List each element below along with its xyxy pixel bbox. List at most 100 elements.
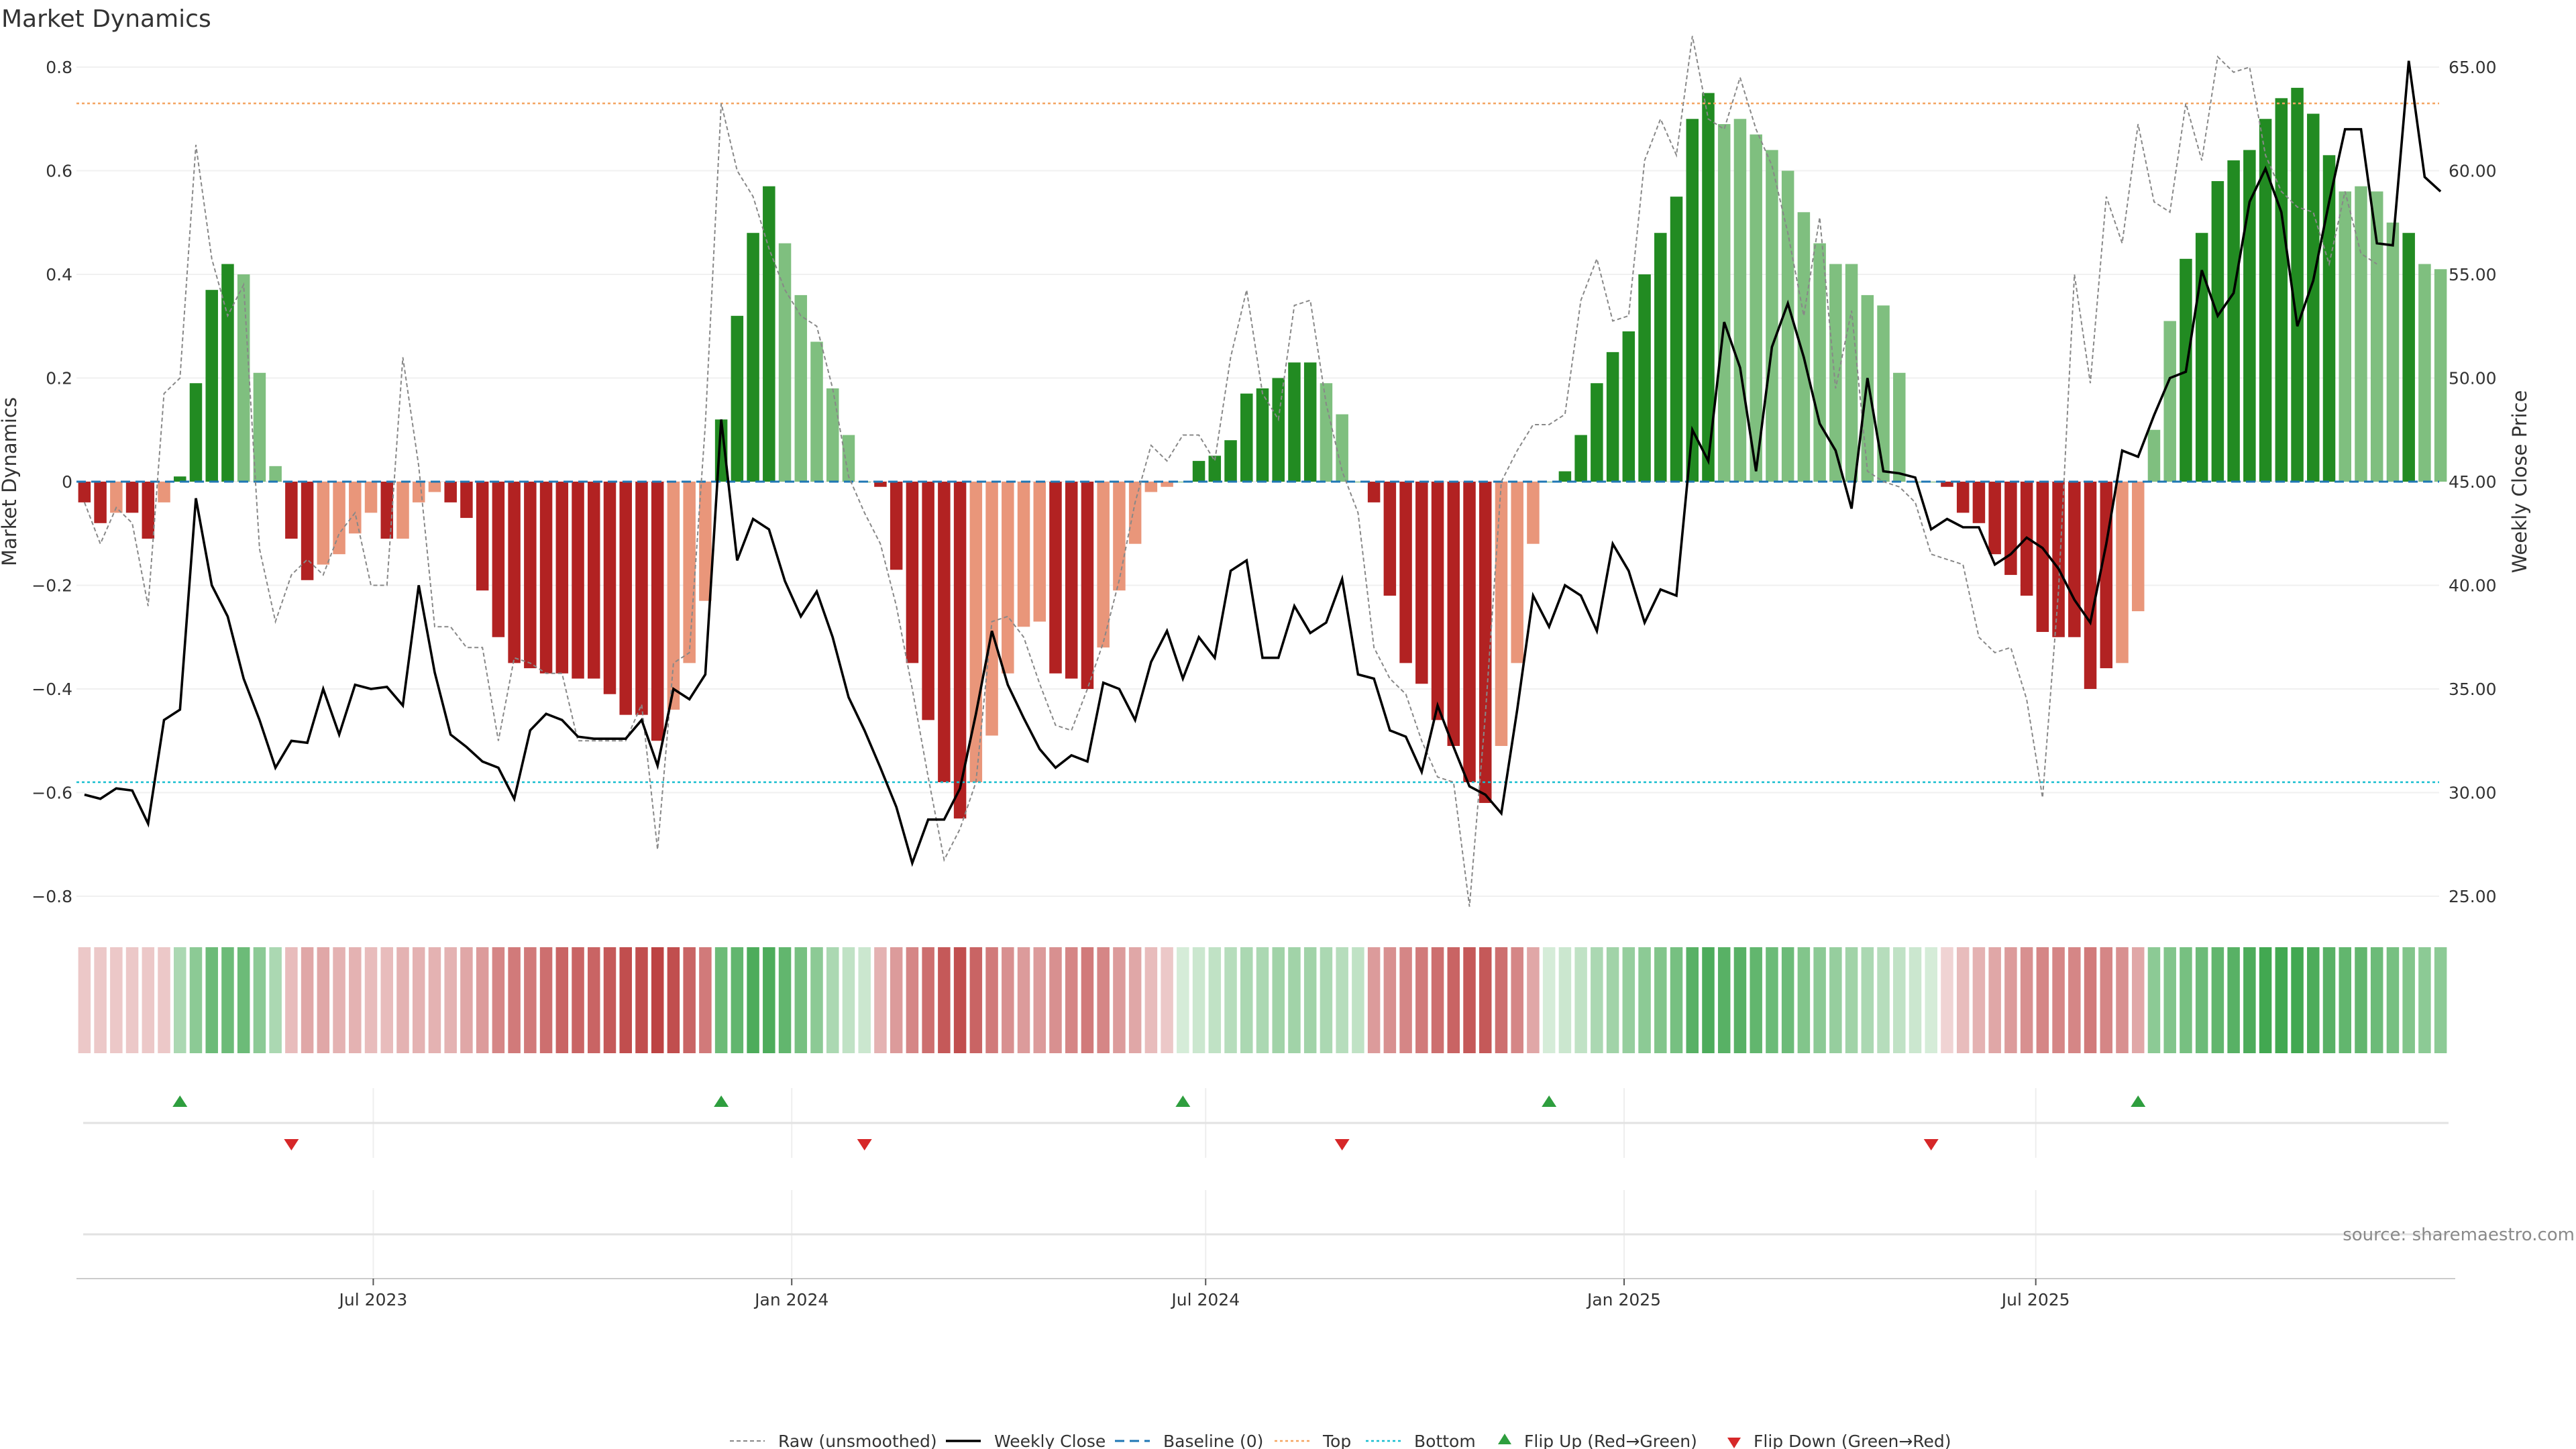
- left-tick-label: −0.2: [32, 576, 72, 596]
- md-bar: [1495, 482, 1508, 746]
- heat-cell: [78, 947, 91, 1053]
- heat-cell: [1049, 947, 1062, 1053]
- heat-cell: [1574, 947, 1587, 1053]
- left-tick-label: 0.8: [46, 58, 72, 77]
- right-tick-label: 65.00: [2449, 58, 2497, 77]
- md-bar: [1861, 294, 1874, 482]
- heat-cell: [810, 947, 823, 1053]
- right-y-axis-label: Weekly Close Price: [2508, 390, 2531, 574]
- md-bar: [110, 482, 123, 513]
- heat-cell: [189, 947, 203, 1053]
- md-bar: [2004, 482, 2017, 576]
- flip-down-marker: [857, 1139, 872, 1150]
- heat-cell: [412, 947, 425, 1053]
- heat-cell: [1622, 947, 1635, 1053]
- heat-cell: [953, 947, 967, 1053]
- heat-cell: [1909, 947, 1922, 1053]
- heat-cell: [364, 947, 378, 1053]
- md-bar: [603, 482, 616, 694]
- heat-cell: [603, 947, 616, 1053]
- md-bar: [842, 435, 855, 482]
- heat-cell: [1367, 947, 1381, 1053]
- md-bar: [1941, 482, 1953, 487]
- md-bar: [2434, 269, 2447, 482]
- md-bar: [94, 482, 107, 523]
- md-bar: [1686, 119, 1699, 482]
- heat-cell: [2386, 947, 2400, 1053]
- md-bar: [1431, 482, 1444, 720]
- heat-cell: [2116, 947, 2129, 1053]
- md-bar: [1383, 482, 1397, 596]
- heat-cell: [1033, 947, 1046, 1053]
- heat-cell: [794, 947, 808, 1053]
- md-bar: [953, 482, 967, 819]
- heat-cell: [2402, 947, 2415, 1053]
- heat-cell: [1097, 947, 1110, 1053]
- legend-raw: Raw (unsmoothed): [778, 1432, 937, 1449]
- md-bar: [396, 482, 409, 539]
- heat-cell: [2036, 947, 2049, 1053]
- left-tick-label: −0.6: [32, 784, 72, 803]
- md-bar: [349, 482, 362, 534]
- heat-cell: [922, 947, 934, 1053]
- md-bar: [2339, 191, 2352, 482]
- md-bar: [1702, 93, 1715, 482]
- md-bar: [1336, 414, 1348, 482]
- md-bar: [1797, 212, 1811, 482]
- md-bar: [1017, 482, 1030, 627]
- md-bar: [412, 482, 425, 502]
- md-bar: [1606, 352, 1619, 482]
- md-bar: [269, 466, 282, 482]
- md-bar: [158, 482, 170, 502]
- heat-cell: [237, 947, 250, 1053]
- weekly-close-line: [84, 60, 2442, 867]
- flip-down-marker: [1923, 1139, 1939, 1150]
- heat-cell: [747, 947, 759, 1053]
- heat-cell: [1256, 947, 1269, 1053]
- chart-title: Market Dynamics: [1, 5, 211, 33]
- right-tick-label: 55.00: [2449, 265, 2497, 284]
- md-bar: [142, 482, 155, 539]
- empty-panel: [76, 1190, 2455, 1279]
- left-tick-label: 0: [62, 472, 72, 492]
- heat-cell: [1065, 947, 1078, 1053]
- md-bar: [810, 341, 823, 482]
- heat-cell: [1733, 947, 1747, 1053]
- heat-cell: [2275, 947, 2288, 1053]
- heat-cell: [2163, 947, 2176, 1053]
- md-bar: [2355, 186, 2367, 482]
- heat-cell: [572, 947, 584, 1053]
- flip-marker-panel: [83, 1088, 2449, 1158]
- heat-cell: [1638, 947, 1651, 1053]
- heat-cell: [508, 947, 521, 1053]
- md-bar: [492, 482, 505, 637]
- md-bar: [1638, 274, 1651, 482]
- md-bar: [572, 482, 584, 679]
- right-tick-label: 45.00: [2449, 472, 2497, 492]
- right-tick-label: 60.00: [2449, 162, 2497, 181]
- md-bar: [778, 243, 792, 482]
- heat-cell: [890, 947, 903, 1053]
- heat-cell: [938, 947, 951, 1053]
- legend-flip-up-marker: [1498, 1434, 1511, 1444]
- heat-cell: [1272, 947, 1285, 1053]
- md-bar: [1447, 482, 1460, 746]
- md-bar: [1670, 197, 1683, 482]
- heat-cell: [492, 947, 505, 1053]
- heat-cell: [173, 947, 186, 1053]
- heat-cell: [110, 947, 123, 1053]
- md-bar: [619, 482, 632, 715]
- md-bar: [1574, 435, 1587, 482]
- md-bar: [1845, 264, 1858, 482]
- heat-cell: [1527, 947, 1540, 1053]
- heat-cell: [2355, 947, 2367, 1053]
- heat-cell: [1956, 947, 1970, 1053]
- md-bar: [2370, 191, 2383, 482]
- heat-cell: [1797, 947, 1811, 1053]
- md-bar: [922, 482, 934, 720]
- md-bar: [364, 482, 378, 513]
- md-bar: [2259, 119, 2272, 482]
- md-bar: [747, 233, 759, 482]
- md-bar: [1463, 482, 1476, 783]
- heat-cell: [2195, 947, 2208, 1053]
